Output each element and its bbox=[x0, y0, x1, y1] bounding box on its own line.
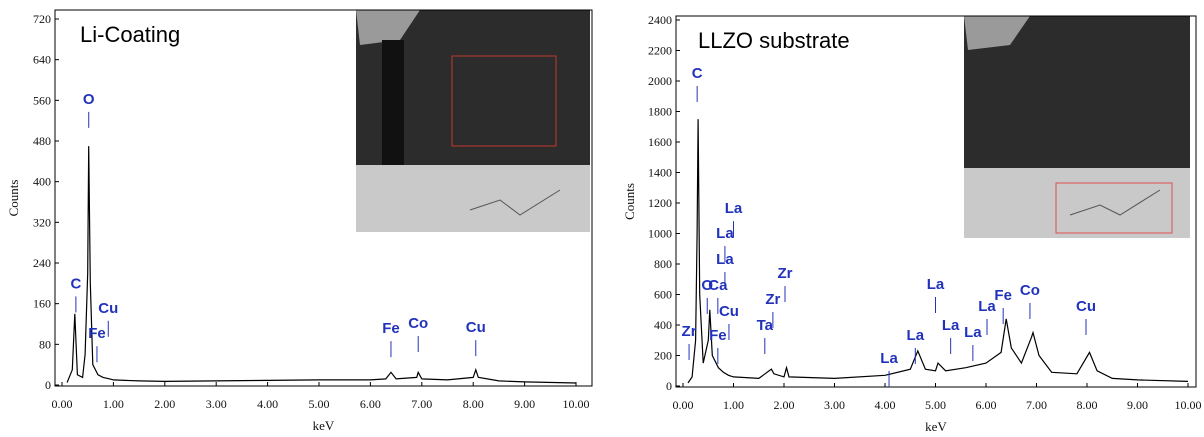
y-tick-label: 480 bbox=[33, 134, 51, 148]
peak-label: Zr bbox=[778, 265, 793, 282]
y-tick-label: 720 bbox=[33, 12, 51, 26]
peak-label: La bbox=[716, 251, 734, 268]
peak-label: La bbox=[880, 350, 898, 367]
x-tick-label: 2.00 bbox=[154, 397, 175, 411]
inset-image bbox=[356, 10, 590, 232]
y-tick-label: 1800 bbox=[648, 105, 672, 119]
y-tick-label: 240 bbox=[33, 256, 51, 270]
y-tick-label: 80 bbox=[39, 337, 51, 351]
peak-label: Cu bbox=[1076, 298, 1096, 315]
peak-label: La bbox=[927, 276, 945, 293]
y-tick-label: 400 bbox=[33, 175, 51, 189]
x-tick-label: 3.00 bbox=[206, 397, 227, 411]
x-tick-label: 1.00 bbox=[723, 398, 744, 412]
y-tick-label: 2000 bbox=[648, 74, 672, 88]
x-tick-label: 4.00 bbox=[875, 398, 896, 412]
x-tick-label: 7.00 bbox=[411, 397, 432, 411]
peak-label: Co bbox=[1020, 282, 1040, 299]
peak-label: La bbox=[964, 324, 982, 341]
inset-title: Li-Coating bbox=[80, 22, 180, 47]
x-tick-label: 10.00 bbox=[563, 397, 590, 411]
y-tick-label: 560 bbox=[33, 93, 51, 107]
y-tick-label: 2400 bbox=[648, 13, 672, 27]
peak-label: Ta bbox=[757, 317, 774, 334]
peak-label: Zr bbox=[682, 323, 697, 340]
peak-label: C bbox=[692, 65, 703, 82]
spectrum-line bbox=[66, 146, 577, 384]
peak-label: O bbox=[83, 91, 95, 108]
x-tick-label: 8.00 bbox=[1077, 398, 1098, 412]
x-tick-label: 10.00 bbox=[1175, 398, 1202, 412]
x-tick-label: 5.00 bbox=[309, 397, 330, 411]
peak-label: O bbox=[701, 277, 713, 294]
peak-label: C bbox=[70, 275, 81, 292]
y-tick-label: 640 bbox=[33, 53, 51, 67]
x-tick-label: 0.00 bbox=[673, 398, 694, 412]
y-tick-label: 0 bbox=[666, 379, 672, 393]
x-tick-label: 3.00 bbox=[824, 398, 845, 412]
x-axis-title: keV bbox=[925, 419, 947, 434]
x-tick-label: 4.00 bbox=[257, 397, 278, 411]
inset-title: LLZO substrate bbox=[698, 28, 850, 53]
plot-frame bbox=[54, 9, 593, 387]
peak-label: Fe bbox=[382, 320, 400, 337]
y-tick-label: 400 bbox=[654, 318, 672, 332]
peak-label: La bbox=[978, 298, 996, 315]
x-tick-label: 9.00 bbox=[1127, 398, 1148, 412]
x-tick-label: 2.00 bbox=[774, 398, 795, 412]
x-tick-label: 7.00 bbox=[1026, 398, 1047, 412]
x-tick-label: 6.00 bbox=[360, 397, 381, 411]
y-tick-label: 1200 bbox=[648, 196, 672, 210]
y-tick-label: 1600 bbox=[648, 135, 672, 149]
y-tick-label: 320 bbox=[33, 215, 51, 229]
y-tick-label: 0 bbox=[45, 378, 51, 392]
x-tick-label: 6.00 bbox=[976, 398, 997, 412]
y-tick-label: 800 bbox=[654, 257, 672, 271]
y-tick-label: 200 bbox=[654, 349, 672, 363]
x-tick-label: 5.00 bbox=[925, 398, 946, 412]
peak-label: Fe bbox=[709, 327, 727, 344]
y-tick-label: 1400 bbox=[648, 166, 672, 180]
spectrum-line bbox=[687, 119, 1189, 384]
x-tick-label: 9.00 bbox=[514, 397, 535, 411]
y-tick-label: 600 bbox=[654, 288, 672, 302]
peak-label: Cu bbox=[719, 303, 739, 320]
y-axis-title: Counts bbox=[6, 180, 21, 217]
x-tick-label: 1.00 bbox=[103, 397, 124, 411]
peak-label: La bbox=[725, 200, 743, 217]
peak-label: La bbox=[907, 327, 925, 344]
peak-label: Zr bbox=[765, 291, 780, 308]
peak-label: Fe bbox=[88, 325, 106, 342]
y-tick-label: 1000 bbox=[648, 227, 672, 241]
x-axis-title: keV bbox=[313, 418, 335, 433]
inset-image bbox=[964, 16, 1190, 238]
peak-label: La bbox=[716, 225, 734, 242]
peak-label: Ca bbox=[708, 277, 728, 294]
y-tick-label: 2200 bbox=[648, 44, 672, 58]
x-tick-label: 0.00 bbox=[52, 397, 73, 411]
peak-label: Cu bbox=[98, 300, 118, 317]
y-axis-title: Counts bbox=[622, 183, 637, 220]
peak-label: Fe bbox=[994, 287, 1012, 304]
peak-label: Co bbox=[408, 315, 428, 332]
peak-label: Cu bbox=[466, 319, 486, 336]
x-tick-label: 8.00 bbox=[463, 397, 484, 411]
peak-label: La bbox=[942, 317, 960, 334]
y-tick-label: 160 bbox=[33, 297, 51, 311]
